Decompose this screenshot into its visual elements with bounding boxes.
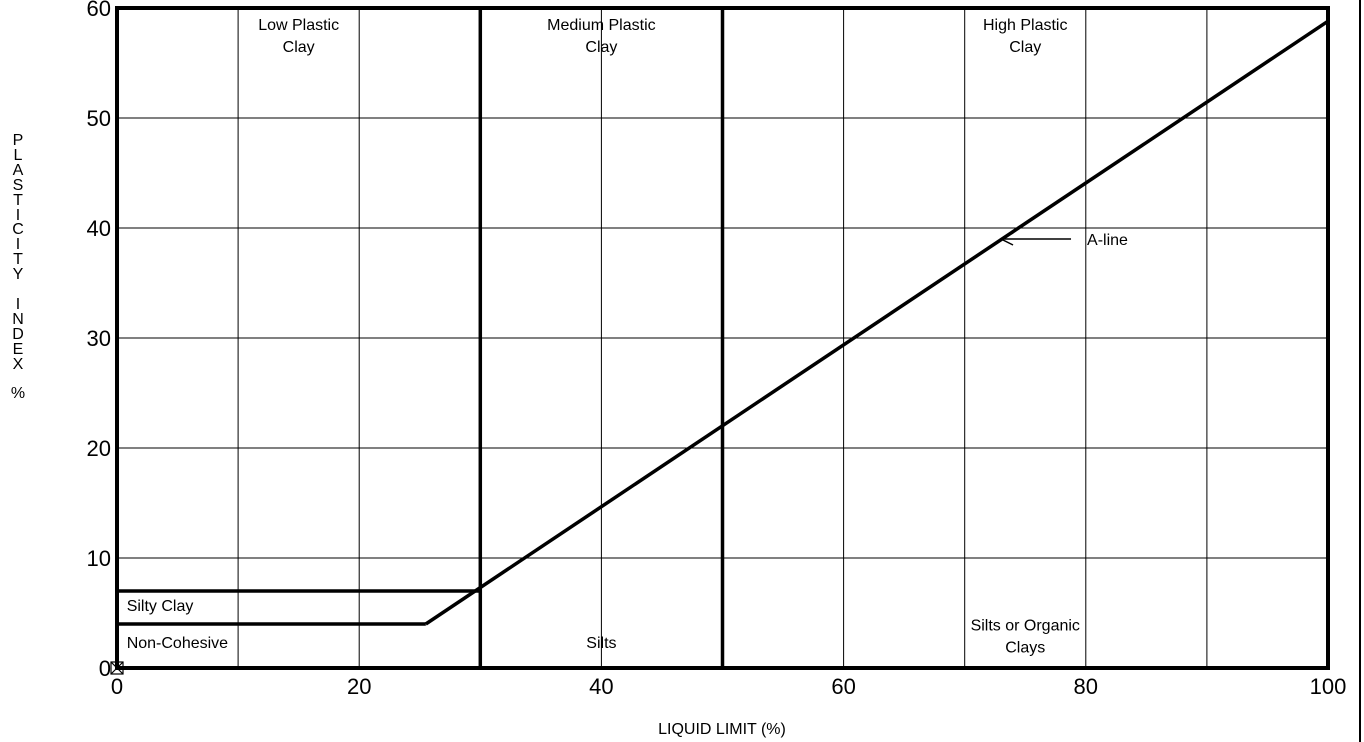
annotations: A-line <box>110 232 1128 675</box>
region-labels: Low Plastic Clay Medium Plastic Clay High Pl… <box>127 17 1080 657</box>
plot-frame <box>115 6 1330 670</box>
x-tick-label: 60 <box>831 674 855 699</box>
region-label: Medium Plastic Clay <box>547 17 655 56</box>
x-tick-label: 40 <box>589 674 613 699</box>
y-tick-label: 60 <box>87 0 111 21</box>
region-label: Non-Cohesive <box>127 635 228 652</box>
y-tick-label: 0 <box>99 656 111 681</box>
y-tick-label: 40 <box>87 216 111 241</box>
x-tick-label: 20 <box>347 674 371 699</box>
y-tick-label: 10 <box>87 546 111 571</box>
chart-lines <box>117 8 1329 668</box>
right-border <box>1359 0 1361 742</box>
y-tick-label: 20 <box>87 436 111 461</box>
region-label: Silty Clay <box>127 598 194 615</box>
series-a-line <box>424 19 1329 626</box>
x-tick-label: 80 <box>1074 674 1098 699</box>
x-axis-title: LIQUID LIMIT (%) <box>658 721 786 738</box>
a-line-label: A-line <box>1087 232 1128 249</box>
region-label: Silts or Organic Clays <box>971 618 1080 657</box>
origin-marker <box>110 661 124 675</box>
region-label: High Plastic Clay <box>983 17 1067 56</box>
y-axis-title: P L A S T I C I T Y I N D E X % <box>10 132 26 403</box>
tick-labels: 0 20 40 60 80 100 0 10 20 30 40 50 60 <box>87 0 1347 699</box>
x-tick-label: 100 <box>1310 674 1347 699</box>
region-label: Silts <box>586 635 616 652</box>
y-tick-label: 50 <box>87 106 111 131</box>
region-label: Low Plastic Clay <box>258 17 339 56</box>
x-tick-label: 0 <box>111 674 123 699</box>
origin-marker-cross <box>110 661 124 675</box>
a-line-arrow-head <box>999 232 1014 246</box>
y-tick-label: 30 <box>87 326 111 351</box>
